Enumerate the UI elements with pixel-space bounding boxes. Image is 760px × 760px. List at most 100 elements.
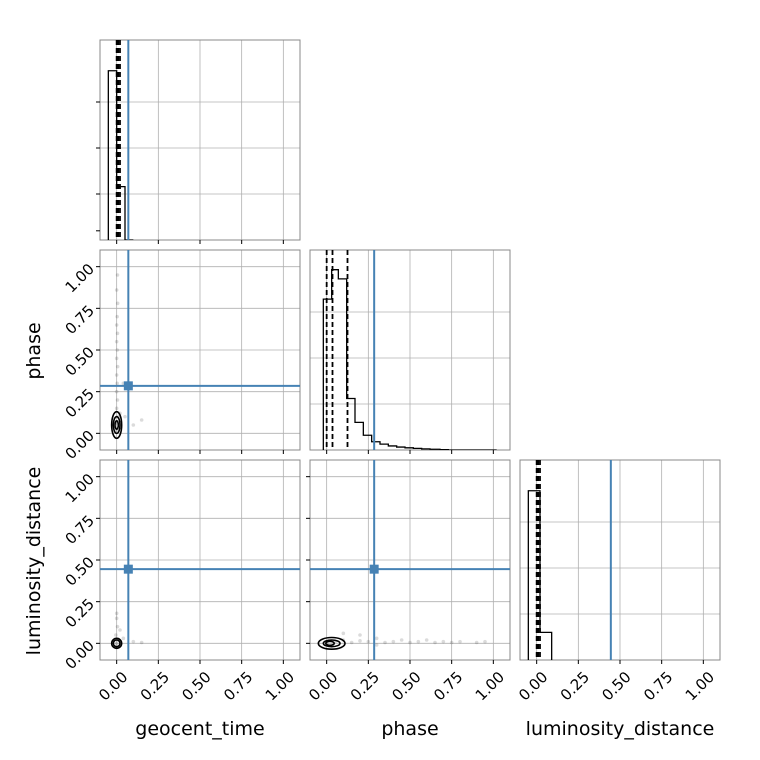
contour-level-0 [110, 637, 123, 650]
sample-point [433, 640, 437, 645]
xlabel-phase: phase [381, 718, 438, 740]
panel-luminosity_distance-phase [306, 459, 511, 664]
sample-point [114, 373, 119, 377]
sample-point [121, 636, 126, 641]
ytick-label-luminosity_distance-4: 1.00 [62, 470, 98, 506]
sample-point [483, 639, 487, 644]
panel-phase-phase [309, 249, 511, 454]
contour-level-0 [317, 636, 346, 650]
hist-area-geocent_time [107, 40, 134, 240]
sample-point [139, 640, 144, 645]
truth-marker [123, 381, 133, 391]
sample-point [114, 406, 119, 411]
sample-point [449, 640, 454, 645]
xtick-label-luminosity_distance-3: 0.75 [640, 668, 676, 704]
xlabel-luminosity-distance: luminosity_distance [526, 718, 715, 740]
ytick-label-phase-3: 0.75 [62, 302, 98, 338]
contour-level-2 [114, 420, 120, 430]
ytick-label-luminosity_distance-1: 0.25 [62, 595, 98, 631]
scatter-area-phase-luminosity_distance [310, 460, 510, 660]
contour-level-1 [322, 639, 341, 648]
ytick-label-phase-4: 1.00 [62, 260, 98, 296]
sample-point [114, 633, 118, 637]
histogram-luminosity_distance [527, 490, 553, 660]
panel-luminosity_distance-luminosity_distance [519, 459, 721, 664]
sample-point [114, 288, 119, 292]
xtick-label-phase-0: 0.00 [305, 668, 341, 704]
sample-point [115, 273, 120, 277]
contour-level-0 [110, 410, 123, 440]
panel-geocent_time-geocent_time [96, 39, 301, 244]
xtick-label-phase-3: 0.75 [430, 668, 466, 704]
sample-point [114, 611, 119, 616]
xtick-label-phase-2: 0.50 [388, 668, 424, 704]
ytick-label-phase-0: 0.00 [62, 427, 98, 463]
sample-point [349, 640, 354, 645]
xtick-label-geocent_time-1: 0.25 [137, 668, 173, 704]
sample-point [374, 643, 379, 647]
xtick-label-geocent_time-2: 0.50 [178, 668, 214, 704]
sample-point [131, 639, 136, 644]
sample-point [424, 638, 429, 642]
xtick-label-geocent_time-4: 1.00 [262, 668, 298, 704]
truth-marker [123, 564, 133, 574]
sample-point [115, 381, 119, 386]
hist-area-phase [322, 250, 497, 450]
scatter-area-geocent_time-luminosity_distance [100, 460, 300, 660]
xtick-label-luminosity_distance-1: 0.25 [557, 668, 593, 704]
sample-point [115, 624, 120, 629]
sample-point [123, 414, 127, 419]
xtick-label-geocent_time-3: 0.75 [220, 668, 256, 704]
contour-level-1 [112, 639, 121, 648]
scatter-area-geocent_time-phase [100, 250, 300, 450]
sample-point [114, 323, 119, 327]
sample-point [114, 389, 119, 394]
xtick-label-geocent_time-0: 0.00 [95, 668, 131, 704]
histogram-phase [322, 269, 497, 450]
sample-point [441, 639, 446, 644]
xtick-label-phase-1: 0.25 [347, 668, 383, 704]
ylabel-luminosity-distance: luminosity_distance [23, 467, 45, 656]
hist-area-luminosity_distance [527, 460, 612, 660]
sample-point [358, 639, 362, 643]
sample-point [139, 418, 144, 422]
sample-point [115, 331, 120, 336]
xtick-label-luminosity_distance-4: 1.00 [682, 668, 718, 704]
xlabel-geocent-time: geocent_time [135, 718, 264, 740]
sample-point [115, 301, 120, 306]
sample-point [408, 640, 412, 645]
sample-point [114, 641, 119, 646]
sample-point [115, 348, 120, 352]
sample-point [374, 636, 379, 641]
ytick-label-luminosity_distance-2: 0.50 [62, 553, 98, 589]
sample-point [383, 640, 387, 645]
sample-point [366, 639, 371, 644]
contour-level-1 [112, 415, 121, 435]
xtick-label-luminosity_distance-0: 0.00 [515, 668, 551, 704]
sample-point [474, 640, 479, 645]
ytick-label-phase-2: 0.50 [62, 343, 98, 379]
truth-marker [369, 564, 379, 574]
sample-point [118, 628, 122, 632]
sample-point [458, 639, 462, 644]
ytick-label-phase-1: 0.25 [62, 385, 98, 421]
sample-point [115, 314, 119, 319]
xtick-label-phase-4: 1.00 [472, 668, 508, 704]
sample-point [341, 631, 346, 636]
sample-point [391, 639, 396, 644]
sample-point [399, 638, 404, 642]
sample-point [115, 398, 120, 402]
sample-point [416, 639, 421, 644]
sample-point [114, 356, 119, 361]
contour-level-2 [325, 640, 335, 647]
sample-point [358, 633, 362, 637]
sample-point [115, 364, 120, 369]
sample-point [131, 423, 136, 427]
ytick-label-luminosity_distance-0: 0.00 [62, 637, 98, 673]
xtick-label-luminosity_distance-2: 0.50 [598, 668, 634, 704]
panel-phase-geocent_time [96, 249, 301, 454]
sample-point [114, 339, 119, 344]
ytick-label-luminosity_distance-3: 0.75 [62, 512, 98, 548]
ylabel-phase: phase [23, 322, 45, 379]
